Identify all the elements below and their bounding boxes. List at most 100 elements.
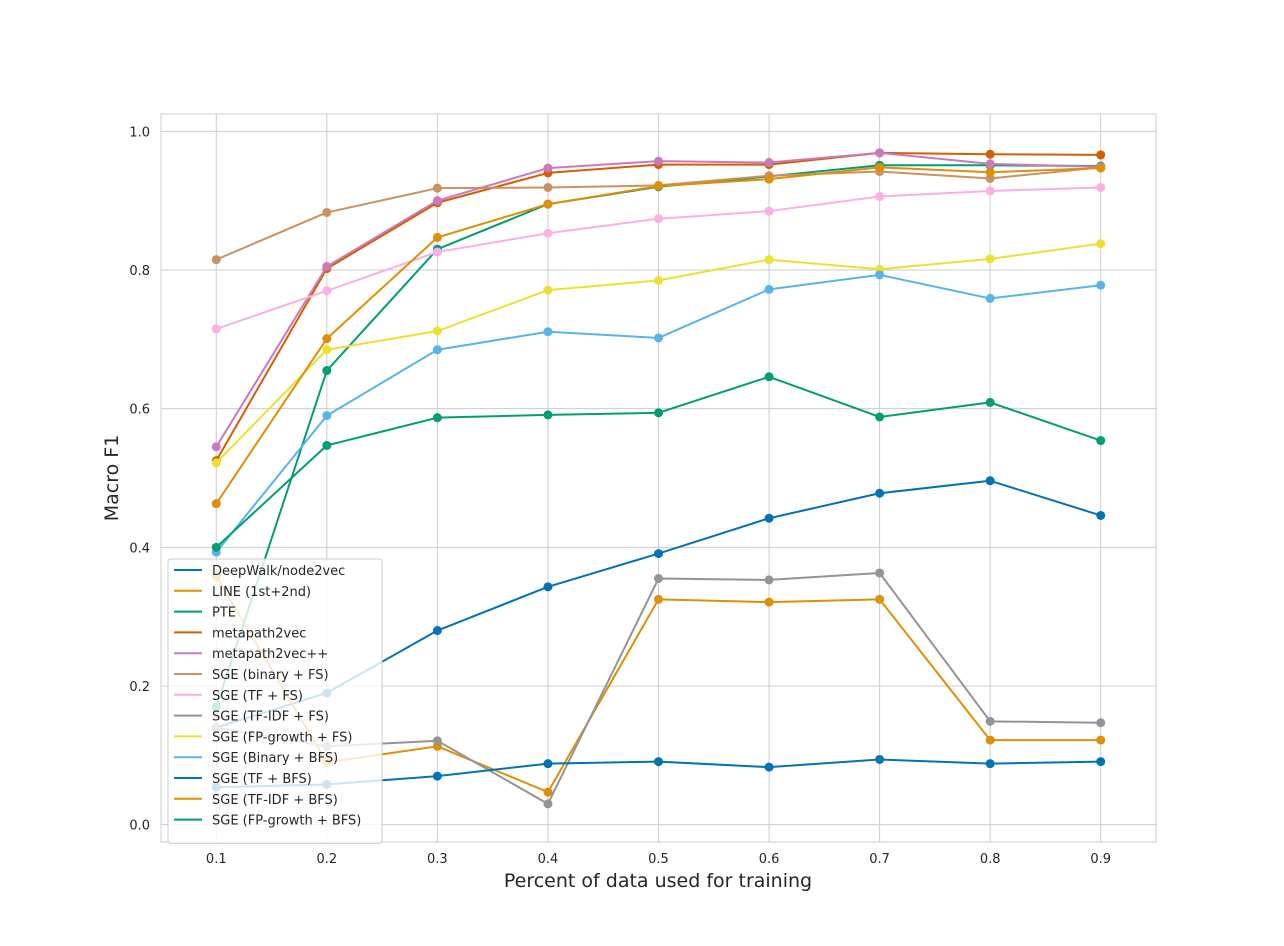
data-point <box>875 162 885 172</box>
data-point <box>543 759 553 769</box>
data-point <box>543 787 553 797</box>
legend-box <box>167 558 383 844</box>
data-point <box>211 499 221 509</box>
data-point <box>1096 280 1106 290</box>
legend-label: DeepWalk/node2vec <box>212 564 345 579</box>
data-point <box>322 411 332 421</box>
data-point <box>875 568 885 578</box>
data-point <box>543 182 553 192</box>
x-tick-label: 0.5 <box>648 852 669 867</box>
data-point <box>764 513 774 523</box>
y-tick-label: 0.8 <box>129 264 150 279</box>
data-point <box>875 754 885 764</box>
x-axis-label: Percent of data used for training <box>504 870 812 892</box>
data-point <box>1096 163 1106 173</box>
data-point <box>985 167 995 177</box>
data-point <box>1096 735 1106 745</box>
data-point <box>985 716 995 726</box>
data-point <box>654 181 663 191</box>
x-tick-label: 0.8 <box>980 852 1001 867</box>
data-point <box>322 207 332 217</box>
legend-label: metapath2vec++ <box>212 647 328 662</box>
series-lines <box>211 148 1106 809</box>
data-point <box>1096 510 1106 520</box>
legend-label: LINE (1st+2nd) <box>212 585 311 600</box>
legend-label: SGE (TF-IDF + FS) <box>212 710 329 725</box>
data-point <box>322 334 332 344</box>
data-point <box>543 582 553 592</box>
data-point <box>875 594 885 604</box>
data-point <box>543 285 553 295</box>
data-point <box>985 149 995 159</box>
data-point <box>1096 757 1106 767</box>
y-axis-label: Macro F1 <box>101 435 123 522</box>
data-point <box>654 275 663 285</box>
x-tick-label: 0.2 <box>316 852 337 867</box>
legend-label: SGE (FP-growth + FS) <box>212 730 352 745</box>
legend-label: SGE (Binary + BFS) <box>212 751 338 766</box>
plot-area-frame <box>160 113 1157 843</box>
data-point <box>322 345 332 355</box>
data-point <box>985 293 995 303</box>
series-sge-fp-growth-fs <box>211 239 1106 468</box>
data-point <box>432 626 442 636</box>
data-point <box>432 326 442 336</box>
data-point <box>764 372 774 382</box>
data-point <box>432 232 442 242</box>
data-point <box>764 597 774 607</box>
data-point <box>875 270 885 280</box>
data-point <box>543 199 553 209</box>
data-point <box>764 762 774 772</box>
legend-label: metapath2vec <box>212 626 306 641</box>
data-point <box>985 759 995 769</box>
series-sge-tf-idf-bfs <box>211 162 1106 509</box>
data-point <box>654 214 663 224</box>
data-point <box>764 158 774 168</box>
legend-label: SGE (TF + BFS) <box>212 772 312 787</box>
x-tick-label: 0.9 <box>1090 852 1111 867</box>
data-point <box>985 476 995 486</box>
legend-label: SGE (binary + FS) <box>212 668 329 683</box>
data-point <box>543 410 553 420</box>
data-point <box>211 542 221 552</box>
legend-label: SGE (TF-IDF + BFS) <box>212 793 338 808</box>
x-tick-label: 0.6 <box>759 852 780 867</box>
data-point <box>764 575 774 585</box>
data-point <box>764 174 774 184</box>
series-sge-fp-growth-bfs <box>211 372 1106 552</box>
data-point <box>1096 182 1106 192</box>
data-point <box>543 799 553 809</box>
data-point <box>1096 436 1106 446</box>
y-tick-label: 0.6 <box>129 403 150 418</box>
data-point <box>432 413 442 423</box>
data-point <box>1096 239 1106 249</box>
series-sge-tf-fs <box>211 182 1106 334</box>
data-point <box>322 286 332 296</box>
data-point <box>211 442 221 452</box>
data-point <box>985 254 995 264</box>
data-point <box>875 148 885 158</box>
data-point <box>654 156 663 166</box>
data-point <box>654 574 663 584</box>
data-point <box>654 333 663 343</box>
data-point <box>432 183 442 193</box>
data-point <box>432 736 442 746</box>
data-point <box>432 771 442 781</box>
x-tick-label: 0.7 <box>869 852 890 867</box>
legend-label: SGE (TF + FS) <box>212 689 303 704</box>
data-point <box>322 366 332 376</box>
y-tick-label: 0.4 <box>129 541 150 556</box>
data-point <box>211 255 221 265</box>
data-point <box>654 549 663 559</box>
data-point <box>432 345 442 355</box>
data-point <box>985 159 995 169</box>
data-point <box>543 327 553 337</box>
y-tick-label: 1.0 <box>129 125 150 140</box>
data-point <box>211 324 221 334</box>
y-tick-label: 0.2 <box>129 680 150 695</box>
x-axis-ticks: 0.1 0.2 0.3 0.4 0.5 0.6 0.7 0.8 0.9 <box>206 852 1111 867</box>
data-point <box>875 412 885 422</box>
data-point <box>654 408 663 418</box>
data-point <box>211 458 221 468</box>
